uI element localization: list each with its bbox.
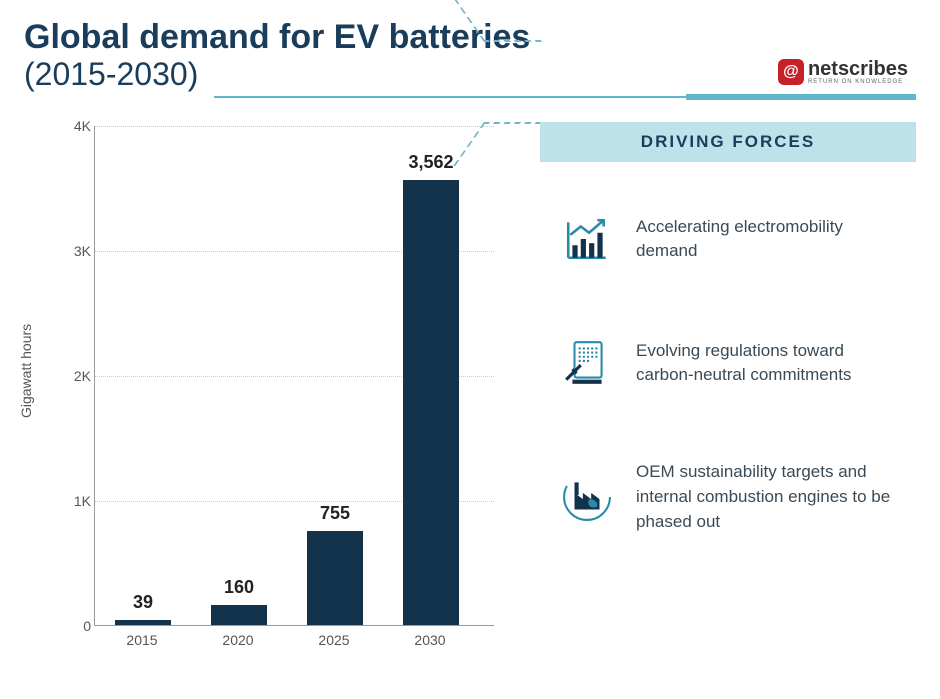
driving-force-item: Accelerating electromobility demand	[560, 212, 896, 266]
y-tick-label: 4K	[61, 118, 91, 134]
y-axis-label: Gigawatt hours	[18, 324, 34, 418]
y-tick-label: 1K	[61, 493, 91, 509]
gridline	[95, 126, 494, 127]
x-tick-label: 2020	[210, 632, 266, 648]
x-tick-label: 2015	[114, 632, 170, 648]
driving-force-item: Evolving regulations toward carbon-neutr…	[560, 336, 896, 390]
driving-forces-list: Accelerating electromobility demand Evolv…	[560, 188, 896, 534]
driving-force-text: OEM sustainability targets and internal …	[636, 460, 896, 534]
page-subtitle: (2015-2030)	[24, 57, 198, 92]
driving-force-text: Accelerating electromobility demand	[636, 215, 896, 264]
bar: 755	[307, 531, 363, 625]
brand-logo: @ netscribes RETURN ON KNOWLEDGE	[778, 58, 908, 85]
y-tick-label: 0	[61, 618, 91, 634]
x-tick-label: 2030	[402, 632, 458, 648]
bar: 160	[211, 605, 267, 625]
bar-value-label: 755	[307, 503, 363, 524]
driving-force-text: Evolving regulations toward carbon-neutr…	[636, 339, 896, 388]
bar-value-label: 3,562	[403, 152, 459, 173]
x-tick-label: 2025	[306, 632, 362, 648]
title-underline	[214, 96, 916, 98]
bar: 3,562	[403, 180, 459, 625]
driving-force-item: OEM sustainability targets and internal …	[560, 460, 896, 534]
y-tick-label: 3K	[61, 243, 91, 259]
bar-chart: 01K2K3K4K391607553,562 2015202020252030	[94, 126, 494, 646]
plot-region: 01K2K3K4K391607553,562	[94, 126, 494, 626]
y-tick-label: 2K	[61, 368, 91, 384]
bar-value-label: 160	[211, 577, 267, 598]
factory-leaf-icon	[560, 470, 614, 524]
growth-chart-icon	[560, 212, 614, 266]
logo-badge-icon: @	[778, 59, 804, 85]
driving-forces-header: DRIVING FORCES	[540, 122, 916, 162]
logo-tagline: RETURN ON KNOWLEDGE	[808, 79, 908, 85]
regulation-doc-icon	[560, 336, 614, 390]
bar: 39	[115, 620, 171, 625]
bar-value-label: 39	[115, 592, 171, 613]
page-title: Global demand for EV batteries	[24, 18, 916, 57]
logo-text: netscribes	[808, 58, 908, 81]
header: Global demand for EV batteries (2015-203…	[24, 18, 916, 92]
